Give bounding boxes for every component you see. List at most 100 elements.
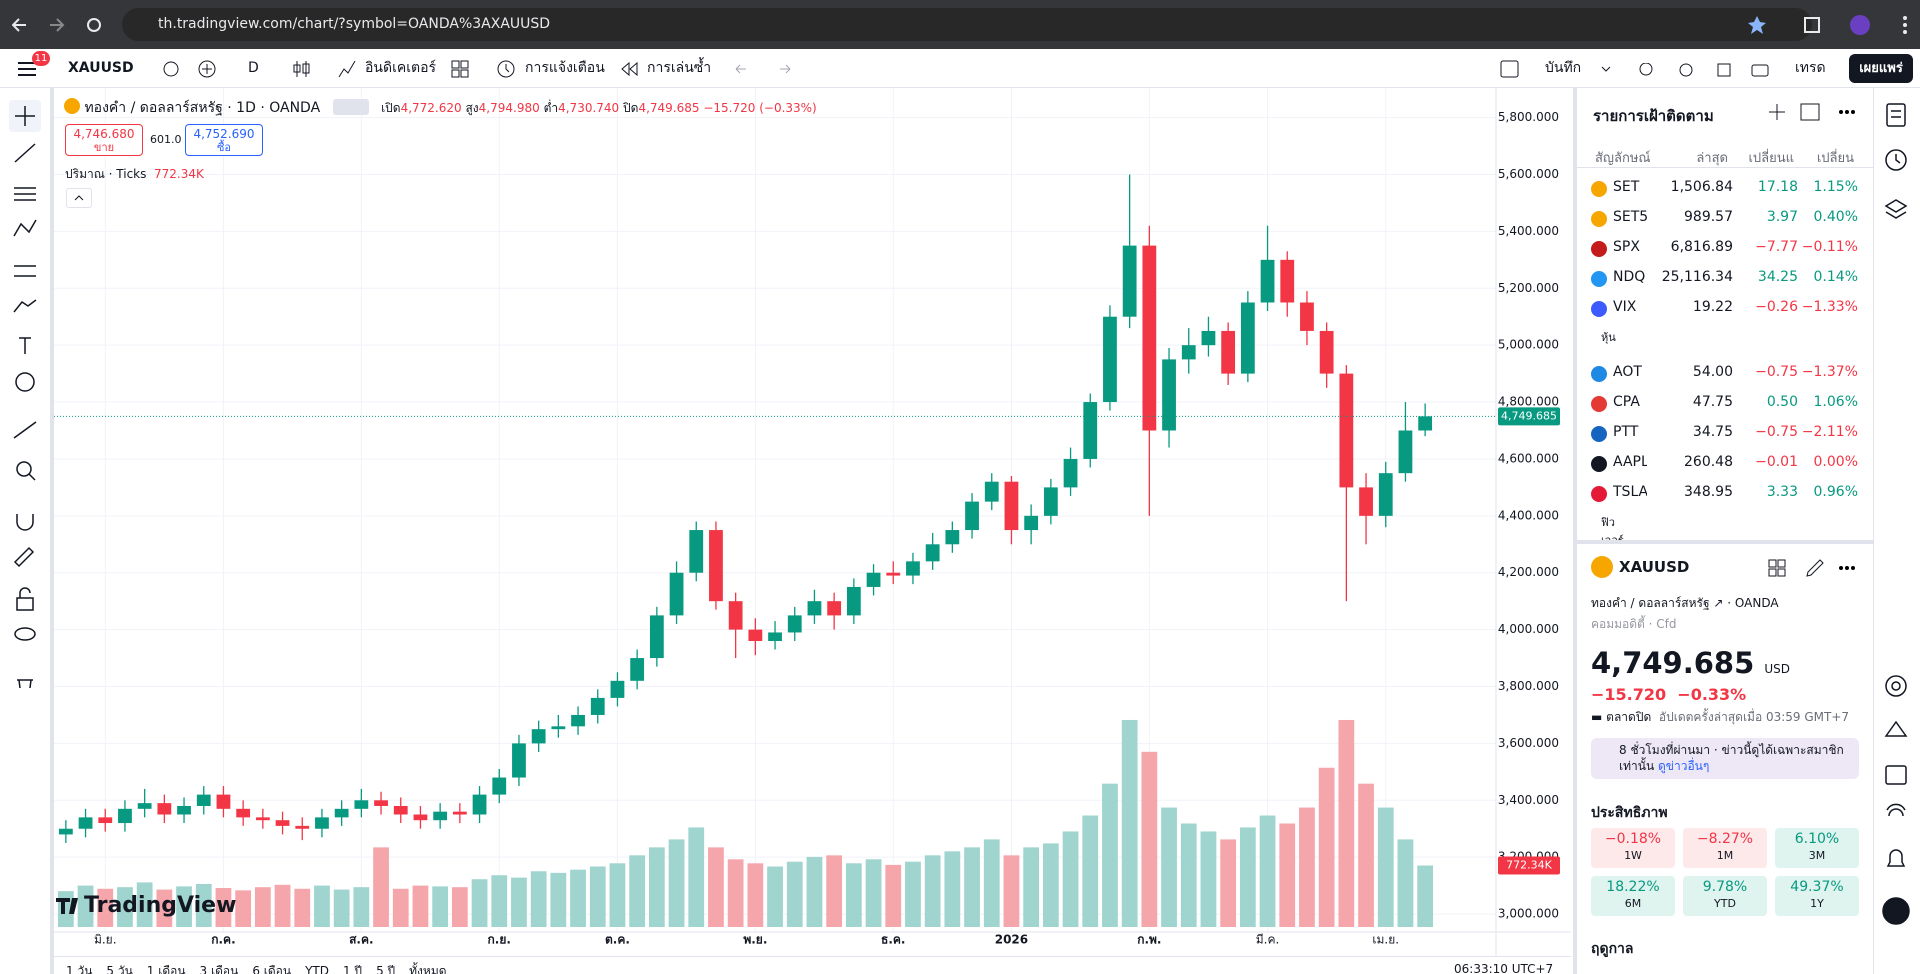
candle-body: [590, 697, 605, 715]
candle-body: [768, 632, 782, 641]
watchlist-row[interactable]: SET50 989.57 3.97 0.40%: [1577, 204, 1873, 232]
market-closed: ตลาดปิด: [1606, 710, 1652, 724]
performance-cell[interactable]: −0.18% 1W: [1591, 828, 1675, 868]
symbol-search[interactable]: XAUUSD: [68, 60, 134, 76]
volume-bar: [1259, 815, 1276, 927]
volume-bar: [1082, 815, 1099, 927]
column-header[interactable]: เปลี่ยนแ: [1748, 151, 1794, 166]
alert-icon[interactable]: [496, 59, 518, 79]
buy-button[interactable]: 4,752.690 ซื้อ: [185, 124, 263, 156]
candle-body: [393, 805, 408, 815]
candle-body: [1418, 416, 1433, 431]
performance-cell[interactable]: 9.78% YTD: [1683, 876, 1767, 916]
performance-cell[interactable]: 6.10% 3M: [1775, 828, 1859, 868]
collapse-button[interactable]: [66, 188, 92, 208]
watchlist-row[interactable]: PTT 34.75 −0.75 −2.11%: [1577, 419, 1873, 447]
undo-redo[interactable]: [733, 61, 793, 77]
volume-bar: [648, 847, 665, 927]
drawing-tools[interactable]: [0, 88, 50, 697]
watchlist-last: 34.75: [1692, 424, 1733, 440]
publish-button[interactable]: เผยแพร่: [1849, 54, 1913, 83]
watchlist-section[interactable]: หุ้น: [1601, 331, 1616, 344]
details-icons[interactable]: [1767, 558, 1867, 578]
performance-cell[interactable]: 49.37% 1Y: [1775, 876, 1859, 916]
toolbar-icons[interactable]: [1600, 63, 1840, 77]
sell-button[interactable]: 4,746.680 ขาย: [65, 124, 143, 156]
indicators-button[interactable]: อินดิเคเตอร์: [365, 60, 437, 76]
volume-bar: [294, 888, 311, 927]
volume-bar: [589, 866, 606, 927]
volume-bar: [924, 855, 941, 927]
candle-body: [827, 601, 842, 616]
url-bar[interactable]: th.tradingview.com/chart/?symbol=OANDA%3…: [122, 8, 1812, 41]
details-symbol[interactable]: XAUUSD: [1619, 558, 1690, 576]
column-header[interactable]: สัญลักษณ์: [1595, 151, 1651, 166]
chart-type-icon[interactable]: [292, 59, 312, 79]
trade-button[interactable]: เทรด: [1795, 60, 1826, 76]
candle-body: [1181, 345, 1196, 360]
ohlc-label: ปิด: [623, 101, 639, 115]
watchlist-row[interactable]: TSLA 348.95 3.33 0.96%: [1577, 479, 1873, 507]
watchlist-row[interactable]: SPX 6,816.89 −7.77 −0.11%: [1577, 234, 1873, 262]
volume-bar: [688, 827, 705, 927]
watchlist-row[interactable]: AAPL 260.48 −0.01 0.00%: [1577, 449, 1873, 477]
candle-body: [1024, 515, 1039, 531]
y-tick-label: 4,000.000: [1498, 622, 1559, 636]
range-button[interactable]: 5 ปี: [376, 964, 396, 974]
x-tick-label: ก.ย.: [488, 933, 511, 947]
candle-body: [1240, 302, 1255, 374]
news-text: 8 ชั่วโมงที่ผ่านมา · ข่าวนี้ดูได้เฉพาะสม…: [1619, 743, 1844, 773]
volume-bar: [530, 871, 547, 927]
watchlist-icons[interactable]: [1767, 102, 1867, 122]
candle-body: [630, 658, 645, 681]
column-header[interactable]: ล่าสุด: [1696, 151, 1728, 166]
change-pct: −0.33%: [1677, 685, 1747, 704]
sidebar-icons[interactable]: [1874, 88, 1920, 968]
volume-bar: [254, 887, 271, 927]
watchlist-row[interactable]: CPA 47.75 0.50 1.06%: [1577, 389, 1873, 417]
alerts-button[interactable]: การแจ้งเตือน: [525, 60, 605, 76]
interval[interactable]: D: [248, 60, 259, 76]
candle-body: [433, 811, 448, 821]
range-button[interactable]: 6 เดือน: [252, 964, 292, 974]
volume-bar: [353, 887, 370, 927]
news-link[interactable]: ดูข่าวอื่นๆ: [1657, 759, 1710, 773]
range-button[interactable]: 3 เดือน: [199, 964, 239, 974]
range-button[interactable]: YTD: [305, 964, 329, 974]
range-button[interactable]: ทั้งหมด: [409, 964, 447, 974]
watchlist-row[interactable]: NDQ 25,116.34 34.25 0.14%: [1577, 264, 1873, 292]
watchlist-title[interactable]: รายการเฝ้าติดตาม: [1593, 107, 1714, 125]
symbol-icon: [1591, 396, 1607, 412]
legend-toggle[interactable]: [332, 99, 369, 115]
watchlist-row[interactable]: AOT 54.00 −0.75 −1.37%: [1577, 359, 1873, 387]
watchlist-row[interactable]: SET 1,506.84 17.18 1.15%: [1577, 174, 1873, 202]
templates-icon[interactable]: [451, 60, 469, 78]
range-button[interactable]: 1 ปี: [342, 964, 363, 974]
performance-cell[interactable]: 18.22% 6M: [1591, 876, 1675, 916]
compare-icon[interactable]: [162, 60, 180, 78]
save-button[interactable]: บันทึก: [1545, 60, 1582, 76]
news-box[interactable]: 8 ชั่วโมงที่ผ่านมา · ข่าวนี้ดูได้เฉพาะสม…: [1591, 738, 1859, 779]
nav-buttons[interactable]: [12, 14, 102, 36]
watchlist-symbol: AOT: [1613, 364, 1642, 380]
replay-button[interactable]: การเล่นซ้ำ: [647, 60, 712, 76]
watchlist-row[interactable]: VIX 19.22 −0.26 −1.33%: [1577, 294, 1873, 322]
layout-icon[interactable]: [1500, 60, 1520, 78]
volume-bar: [885, 864, 902, 927]
y-tick-label: 4,200.000: [1498, 565, 1559, 579]
x-tick-label: เม.ย.: [1372, 933, 1399, 947]
chart-toolbar: 11 XAUUSD D อินดิเคเตอร์ การแจ้งเตือน กา…: [0, 49, 1920, 88]
range-button[interactable]: 1 วัน: [66, 964, 93, 974]
performance-cell[interactable]: −8.27% 1M: [1683, 828, 1767, 868]
range-button[interactable]: 1 เดือน: [146, 964, 186, 974]
performance-title: ประสิทธิภาพ: [1591, 805, 1668, 821]
indicator-icon[interactable]: [337, 59, 357, 79]
instrument-name[interactable]: ทองคำ / ดอลลาร์สหรัฐ: [1591, 596, 1710, 610]
replay-icon[interactable]: [620, 61, 640, 77]
chart-title[interactable]: ทองคำ / ดอลลาร์สหรัฐ · 1D · OANDA: [84, 100, 321, 116]
ohlc-label: สูง: [465, 101, 479, 115]
column-header[interactable]: เปลี่ยน: [1816, 151, 1854, 166]
add-icon[interactable]: [197, 59, 217, 79]
range-button[interactable]: 5 วัน: [106, 964, 133, 974]
volume-bar: [1318, 767, 1335, 927]
